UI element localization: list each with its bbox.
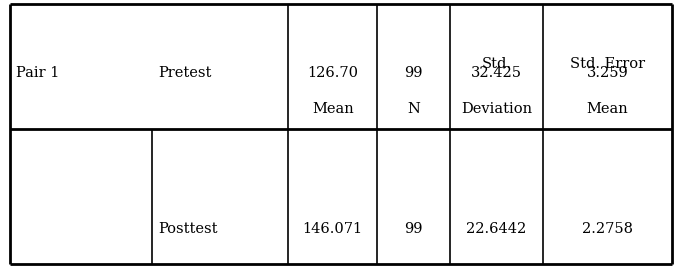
Text: 99: 99 [404,222,423,236]
Text: N: N [407,102,420,116]
Text: Mean: Mean [312,102,353,116]
Text: Deviation: Deviation [461,102,532,116]
Text: 2.2758: 2.2758 [582,222,633,236]
Text: 126.70: 126.70 [307,66,358,80]
Text: Mean: Mean [587,102,628,116]
Text: 99: 99 [404,66,423,80]
Text: Pretest: Pretest [158,66,211,80]
Text: 32.425: 32.425 [471,66,522,80]
Text: 146.071: 146.071 [303,222,363,236]
Text: Pair 1: Pair 1 [16,66,59,80]
Text: 22.6442: 22.6442 [466,222,527,236]
Text: Std.: Std. [481,57,512,71]
Text: 3.259: 3.259 [587,66,628,80]
Text: Posttest: Posttest [158,222,218,236]
Text: Std. Error: Std. Error [569,57,645,71]
